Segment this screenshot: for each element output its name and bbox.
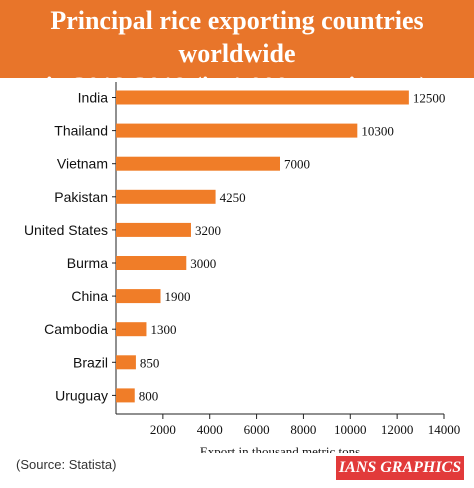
- bar: [116, 222, 191, 237]
- x-tick-label: 2000: [150, 422, 176, 437]
- bar: [116, 189, 216, 204]
- bar-chart: India 12500 Thailand 10300 Vietnam 7000 Pakist…: [24, 82, 461, 453]
- x-tick-label: 4000: [197, 422, 223, 437]
- y-tick-label: Uruguay: [55, 387, 108, 403]
- data-label: 3000: [190, 256, 216, 271]
- y-tick-label: Burma: [67, 255, 108, 271]
- title-banner: Principal rice exporting countries world…: [0, 0, 474, 101]
- source-note: (Source: Statista): [16, 457, 117, 472]
- y-tick-label: Thailand: [54, 123, 108, 139]
- data-label: 10300: [361, 124, 394, 139]
- data-label: 4250: [220, 190, 246, 205]
- bar: [116, 256, 187, 270]
- bar: [116, 388, 135, 403]
- brand-badge: IANS GRAPHICS: [336, 456, 464, 480]
- x-tick-label: 14000: [428, 422, 461, 437]
- y-tick-label: Vietnam: [57, 156, 108, 172]
- bar: [116, 123, 358, 138]
- data-label: 7000: [284, 157, 310, 172]
- data-label: 800: [139, 388, 159, 403]
- bar: [116, 90, 409, 105]
- x-axis-label: Export in thousand metric tons: [200, 444, 360, 453]
- y-tick-label: Pakistan: [54, 189, 108, 205]
- bar: [116, 355, 136, 370]
- data-label: 1300: [150, 322, 176, 337]
- data-label: 12500: [413, 91, 446, 106]
- y-tick-label: India: [78, 90, 109, 106]
- data-label: 1900: [165, 289, 191, 304]
- title-line-1: Principal rice exporting countries world…: [50, 6, 424, 68]
- y-tick-label: Cambodia: [44, 321, 108, 337]
- data-label: 850: [140, 355, 160, 370]
- y-tick-label: Brazil: [73, 354, 108, 370]
- data-label: 3200: [195, 223, 221, 238]
- bar: [116, 156, 280, 171]
- x-tick-label: 12000: [381, 422, 414, 437]
- x-tick-label: 10000: [334, 422, 367, 437]
- bar: [116, 289, 161, 304]
- x-tick-label: 8000: [290, 422, 316, 437]
- y-tick-label: United States: [24, 222, 108, 238]
- x-tick-label: 6000: [244, 422, 270, 437]
- bar: [116, 322, 147, 337]
- y-tick-label: China: [71, 288, 108, 304]
